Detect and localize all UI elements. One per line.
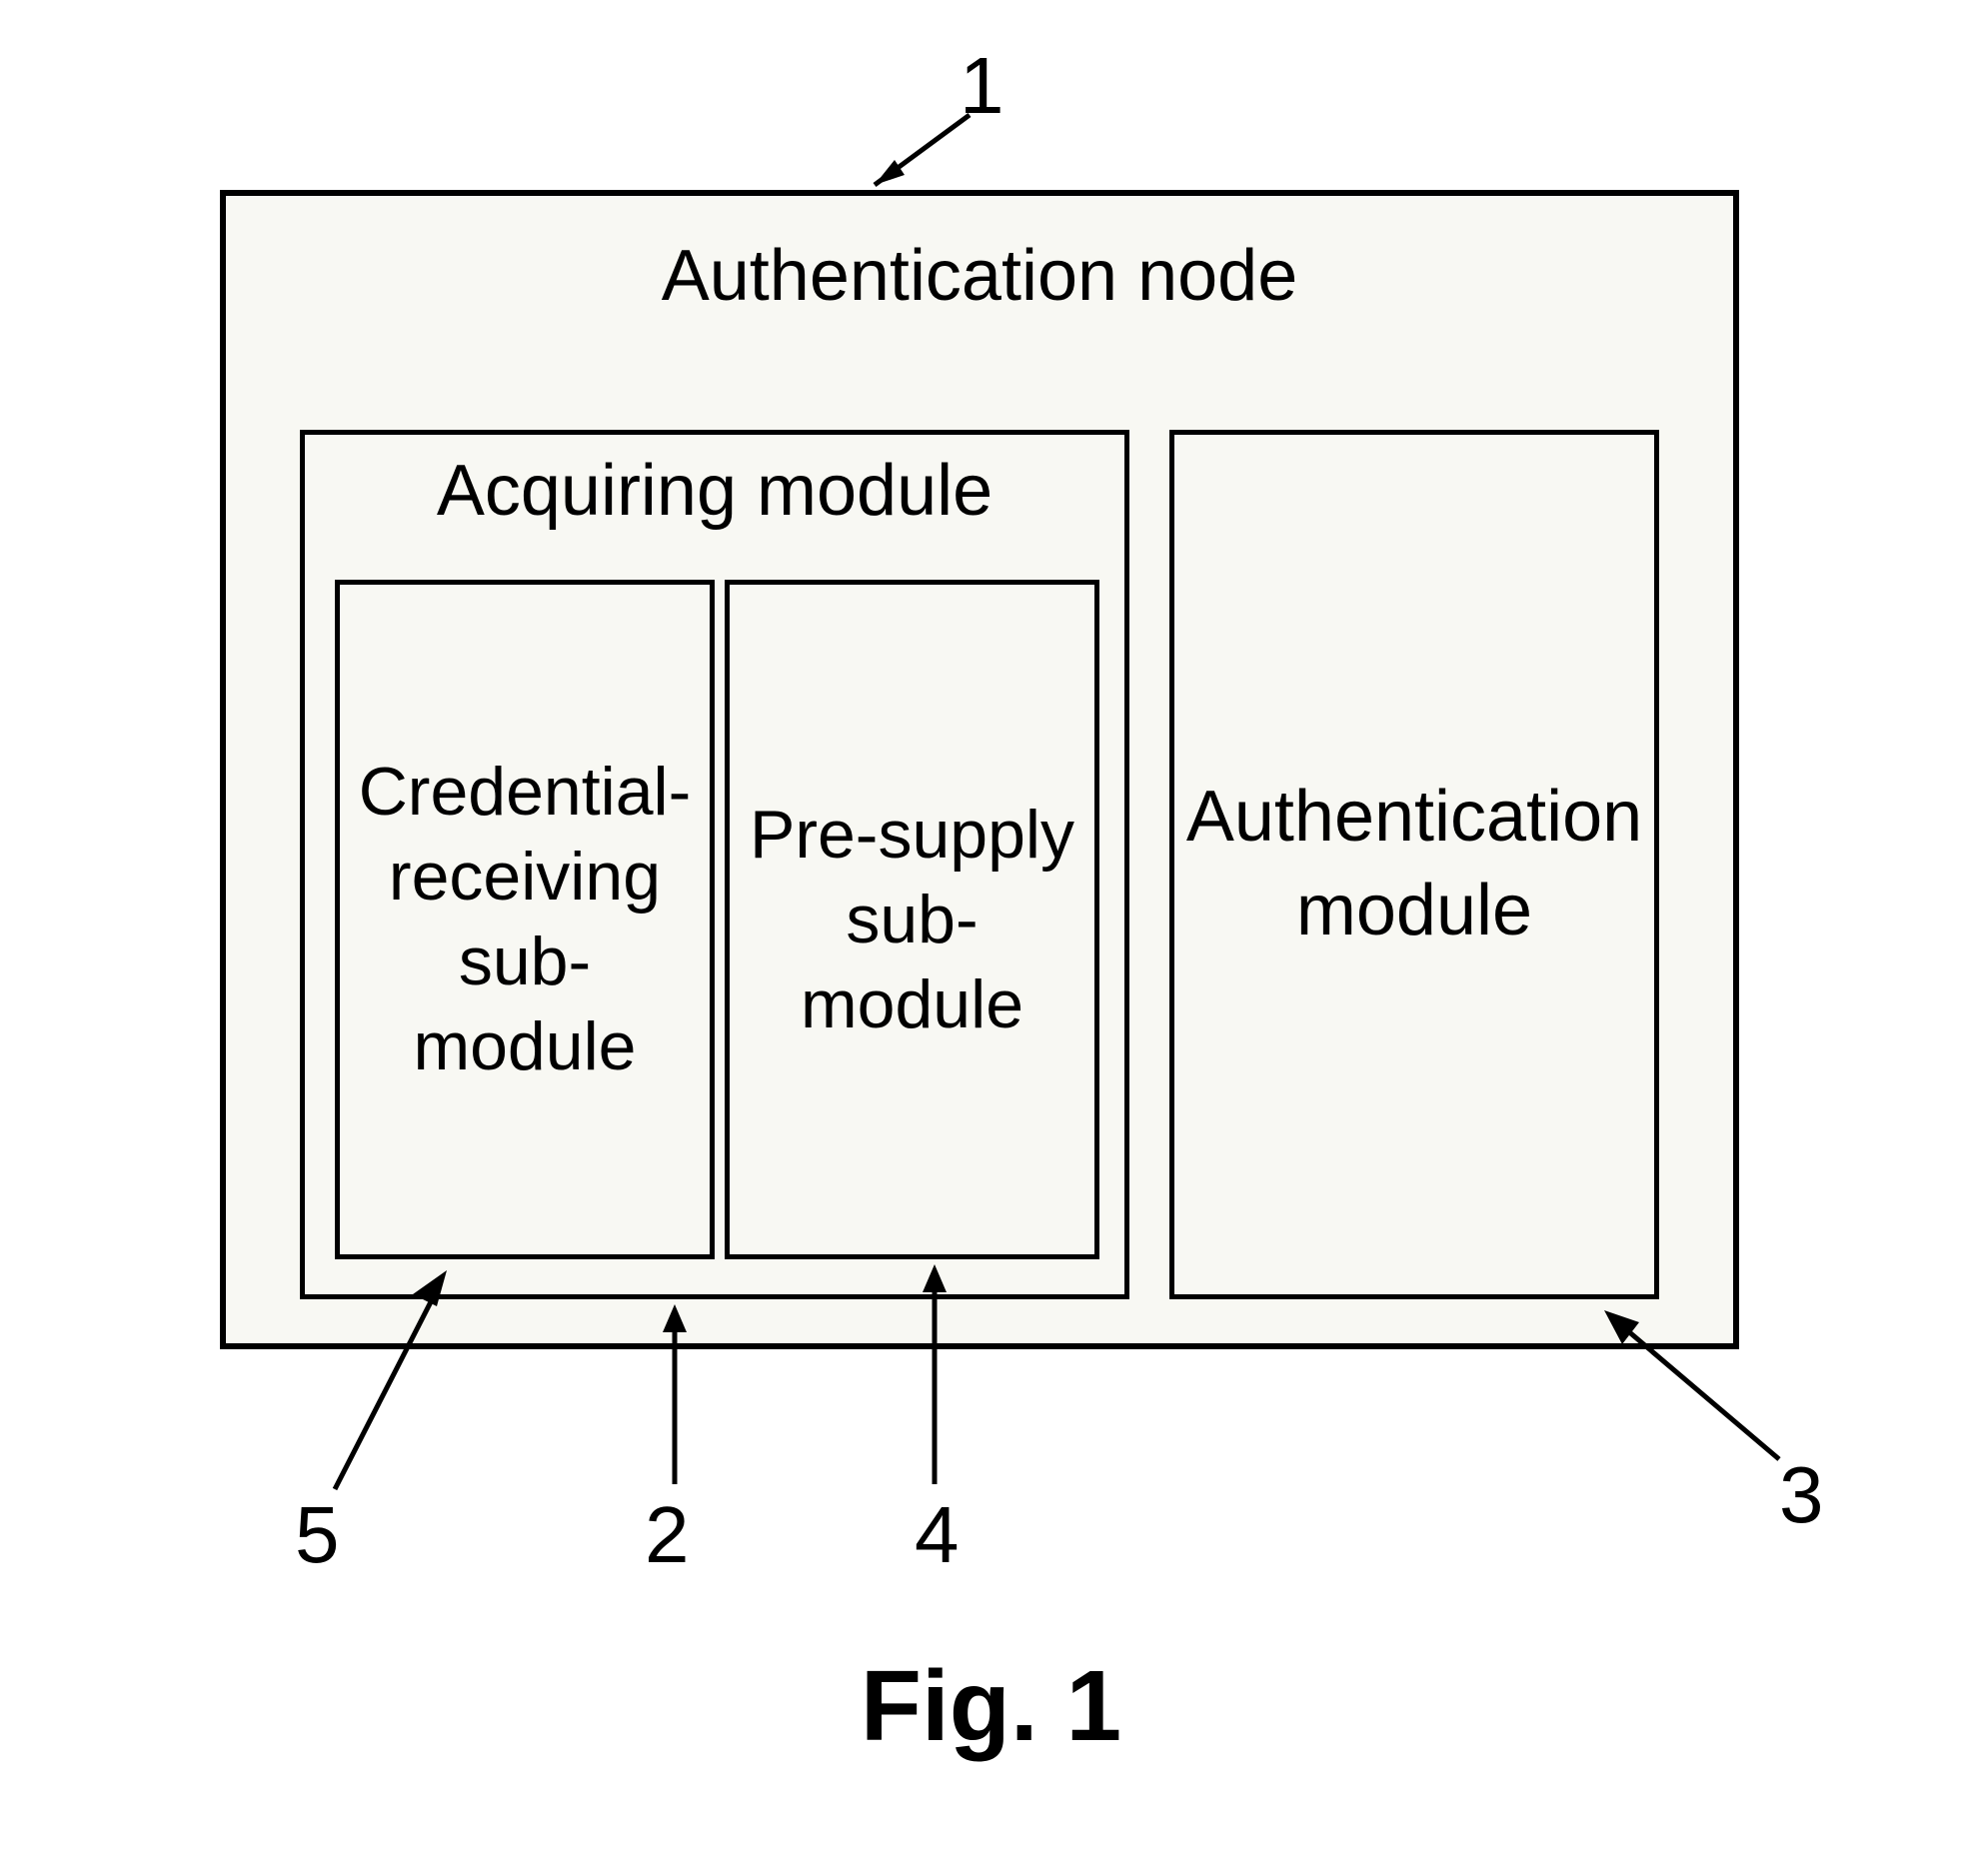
diagram-area: Authentication node Acquiring module Cre… [220, 120, 1739, 1519]
arrow-5-icon [325, 1264, 465, 1504]
arrow-1-icon [860, 110, 980, 200]
figure-caption: Fig. 1 [0, 1649, 1982, 1764]
presupply-submodule-label: Pre-supplysub-module [750, 793, 1074, 1047]
acquiring-module-label: Acquiring module [300, 450, 1129, 532]
authentication-node-label: Authentication node [220, 235, 1739, 317]
ref-num-4: 4 [915, 1489, 960, 1581]
arrow-4-icon [915, 1264, 955, 1494]
arrow-3-icon [1594, 1304, 1794, 1474]
authentication-module-label: Authenticationmodule [1186, 771, 1642, 957]
authentication-module-box: Authenticationmodule [1169, 430, 1659, 1299]
credential-receiving-submodule-box: Credential-receivingsub-module [335, 580, 715, 1259]
presupply-submodule-box: Pre-supplysub-module [725, 580, 1099, 1259]
ref-num-2: 2 [645, 1489, 690, 1581]
arrow-2-icon [655, 1304, 695, 1494]
credential-receiving-submodule-label: Credential-receivingsub-module [359, 750, 692, 1089]
